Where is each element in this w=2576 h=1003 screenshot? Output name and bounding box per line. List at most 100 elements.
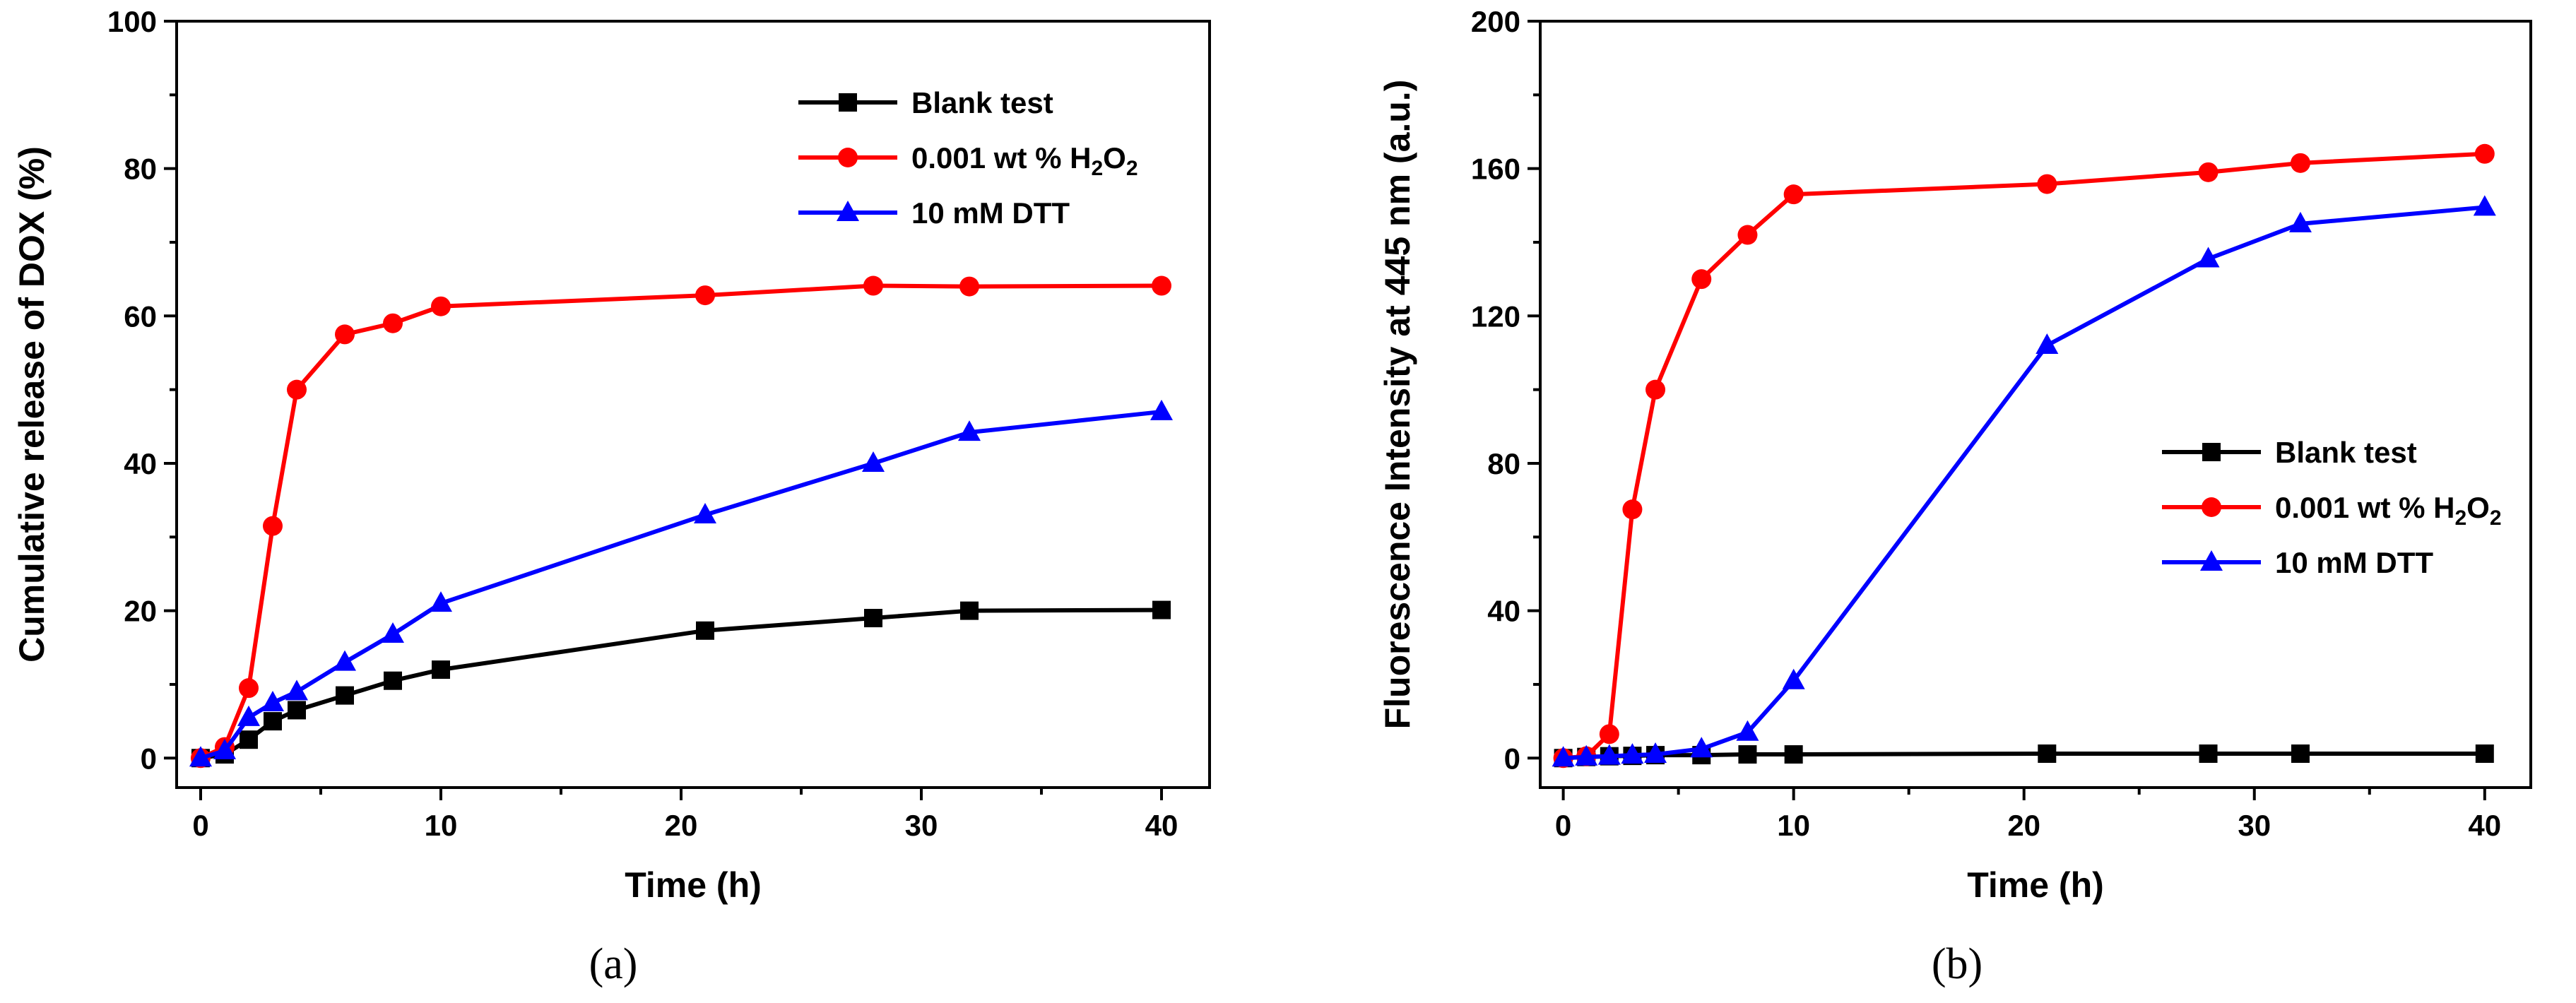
series-line (200, 607, 1162, 761)
data-point (2197, 247, 2220, 268)
legend-marker (2200, 550, 2223, 571)
legend-item: Blank test (798, 86, 1053, 119)
y-tick-label-b: 160 (1471, 153, 1520, 186)
data-point (1646, 379, 1666, 400)
series-line (200, 409, 1162, 761)
data-point (1597, 744, 1621, 765)
y-tick-label-a: 80 (124, 153, 157, 186)
data-point (382, 622, 404, 643)
y-tick-label-b: 0 (1504, 742, 1520, 775)
legend-label: Blank test (2275, 436, 2417, 469)
legend-item: 0.001 wt % H2O2 (2162, 491, 2502, 530)
legend-item: Blank test (2162, 436, 2417, 469)
data-point (239, 678, 259, 699)
y-axis-title-b: Fluorescence Intensity at 445 nm (a.u.) (1378, 80, 1417, 730)
data-point (2037, 174, 2057, 194)
legend-marker (2202, 443, 2221, 461)
data-point (1736, 720, 1759, 741)
legend-label: 0.001 wt % H2O2 (2275, 491, 2502, 530)
data-point (237, 705, 260, 726)
x-tick-label-b: 30 (2238, 809, 2271, 842)
data-point (263, 516, 283, 536)
data-point (189, 746, 212, 767)
data-point (1622, 499, 1643, 520)
legend-marker (838, 148, 858, 167)
data-point (1783, 184, 1804, 205)
plot-frame-b (1539, 20, 2532, 789)
data-point (240, 730, 258, 749)
data-point (1599, 724, 1619, 744)
x-tick-label-b: 40 (2468, 809, 2501, 842)
data-point (1575, 744, 1598, 766)
data-point (694, 502, 716, 523)
y-tick-label-a: 60 (124, 299, 157, 333)
data-point (261, 691, 284, 712)
data-point (1150, 399, 1173, 420)
legend-item: 10 mM DTT (798, 196, 1070, 230)
legend-label: 10 mM DTT (2275, 546, 2433, 579)
data-point (1691, 269, 1712, 290)
x-tick-label-a: 10 (425, 809, 458, 842)
data-point (2036, 333, 2059, 355)
legend-marker (837, 201, 859, 221)
y-tick-label-b: 120 (1471, 299, 1520, 333)
data-point (695, 285, 715, 306)
data-point (862, 451, 885, 472)
legend-label: 0.001 wt % H2O2 (911, 141, 1138, 180)
data-point (1737, 225, 1758, 245)
data-point (336, 686, 354, 705)
data-point (696, 621, 714, 640)
data-point (2473, 195, 2496, 216)
data-point (2290, 153, 2310, 173)
panel-label-b: (b) (1932, 940, 1983, 988)
data-point (431, 296, 451, 316)
legend-b: Blank test 0.001 wt % H2O2 10 mM DTT (2162, 436, 2502, 579)
data-point (1690, 737, 1713, 758)
y-tick-label-a: 40 (124, 447, 157, 480)
x-tick-label-a: 40 (1145, 809, 1178, 842)
chart-panel-b: 0 10 20 30 40 0 40 80 120 160 200 Time (h) Fluoresce… (1378, 5, 2532, 988)
y-tick-label-b: 200 (1471, 5, 1520, 38)
x-tick-label-b: 0 (1555, 809, 1571, 842)
data-point (864, 609, 882, 628)
x-tick-label-a: 0 (192, 809, 208, 842)
panel-label-a: (a) (589, 940, 638, 988)
data-point (863, 275, 883, 296)
y-tick-label-b: 80 (1487, 447, 1520, 480)
data-point (430, 591, 452, 612)
data-point (333, 650, 356, 671)
data-point (1552, 746, 1575, 767)
data-point (958, 420, 981, 441)
legend-marker (839, 93, 857, 112)
x-tick-label-b: 20 (2007, 809, 2040, 842)
data-point (384, 671, 402, 690)
data-point (1621, 743, 1644, 764)
x-tick-label-b: 10 (1777, 809, 1810, 842)
data-point (2288, 211, 2312, 232)
x-axis-title-b: Time (h) (1967, 865, 2104, 905)
data-point (383, 313, 403, 333)
legend-label: Blank test (911, 86, 1053, 119)
y-axis-title-a: Cumulative release of DOX (%) (12, 146, 52, 663)
data-point (285, 679, 308, 701)
chart-panel-a: 0 10 20 30 40 0 20 40 60 80 100 Time (h) Cumulative … (12, 5, 1211, 988)
series-a-0 (191, 600, 1171, 768)
y-tick-label-a: 20 (124, 595, 157, 628)
legend-label: 10 mM DTT (911, 196, 1070, 230)
data-point (264, 712, 282, 731)
legend-item: 0.001 wt % H2O2 (798, 141, 1138, 180)
series-line (199, 283, 1162, 760)
y-tick-label-b: 40 (1487, 595, 1520, 628)
data-point (287, 379, 307, 400)
legend-item: 10 mM DTT (2162, 546, 2433, 579)
x-tick-label-a: 30 (905, 809, 938, 842)
data-point (2198, 162, 2218, 182)
data-point (1152, 600, 1171, 619)
series-a-2 (189, 399, 1173, 767)
legend-a: Blank test 0.001 wt % H2O2 10 mM DTT (798, 86, 1138, 230)
y-tick-label-a: 0 (141, 742, 157, 775)
data-point (335, 324, 355, 345)
series-line (1563, 205, 2486, 761)
legend-marker (2202, 497, 2221, 517)
data-point (2199, 744, 2218, 764)
